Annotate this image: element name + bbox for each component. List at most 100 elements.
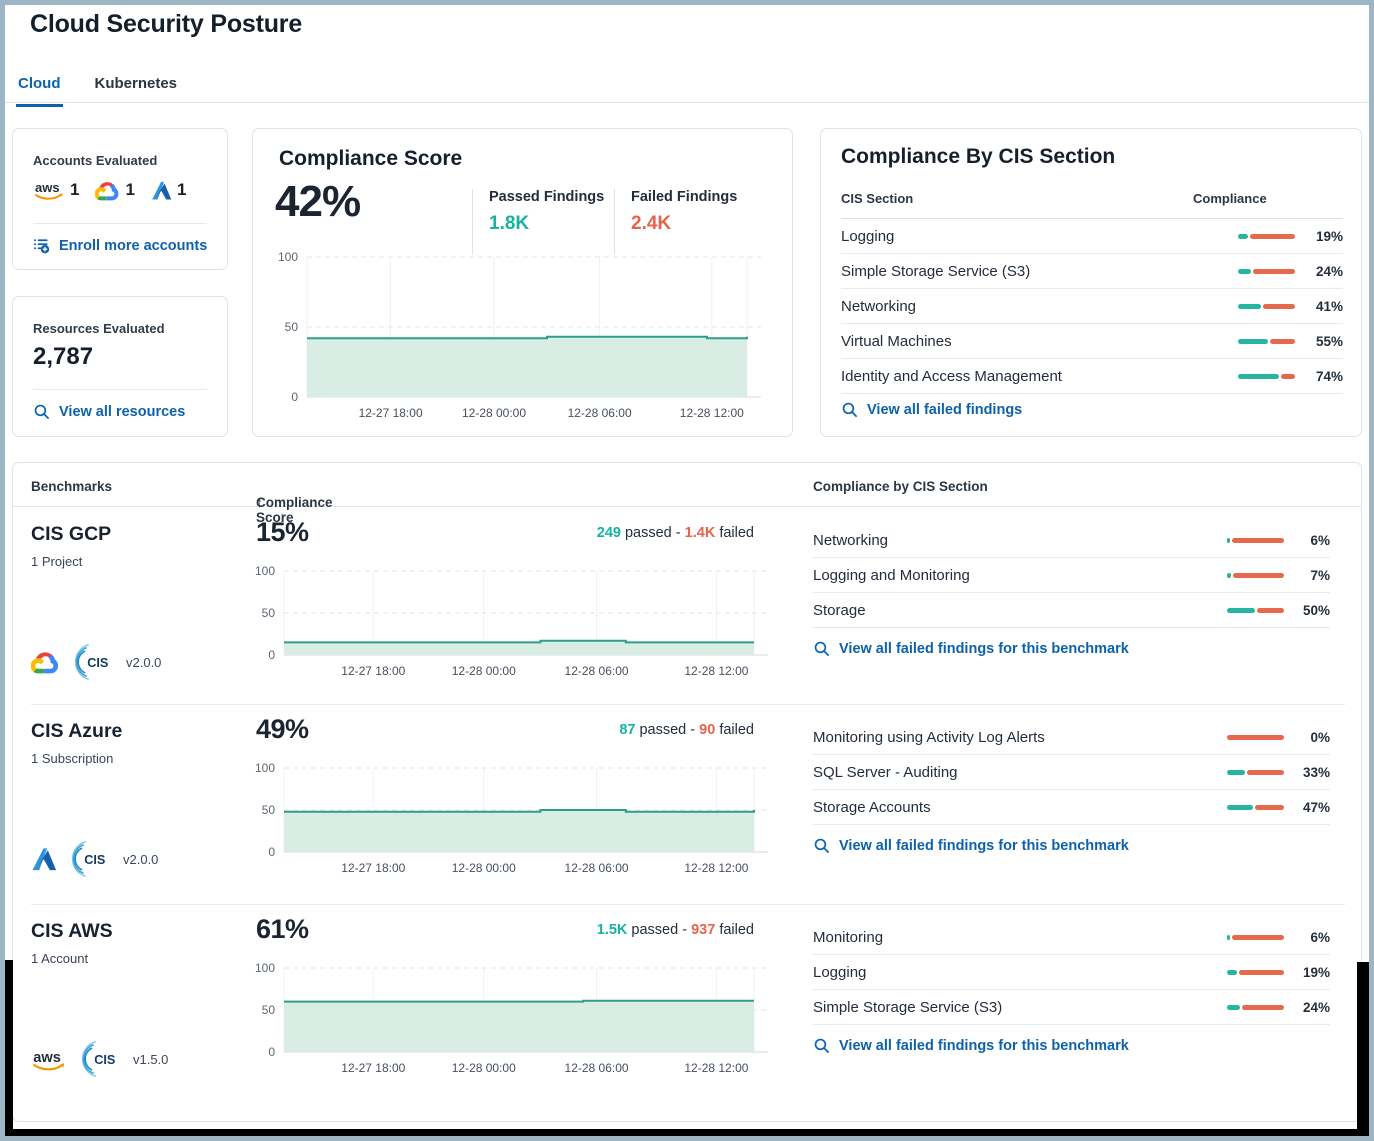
compliance-bar	[1227, 572, 1284, 578]
svg-text:12-28 06:00: 12-28 06:00	[565, 861, 629, 875]
passed-failed-summary: 249 passed - 1.4K failed	[596, 525, 754, 541]
cis-section-row: Storage 50%	[813, 593, 1330, 628]
cis-aws-chart: 0 50 100 12-27 18:00 12-28 00:00 12-28 06:00 1…	[228, 960, 768, 1089]
aws-icon: aws	[35, 180, 63, 200]
accounts-evaluated-card: Accounts Evaluated aws 1 1 1	[12, 128, 228, 270]
tab-bar-divider	[0, 102, 1374, 103]
svg-text:0: 0	[268, 648, 275, 662]
cis-logo: CIS	[74, 644, 108, 680]
svg-text:12-28 12:00: 12-28 12:00	[680, 406, 744, 420]
svg-text:12-28 06:00: 12-28 06:00	[568, 406, 632, 420]
svg-text:12-28 00:00: 12-28 00:00	[452, 861, 516, 875]
view-failed-findings-benchmark-link[interactable]: View all failed findings for this benchm…	[813, 1037, 1330, 1054]
svg-text:12-27 18:00: 12-27 18:00	[341, 664, 405, 678]
row-divider	[31, 704, 1345, 705]
compliance-bar	[1227, 537, 1284, 543]
compliance-bar	[1238, 233, 1295, 239]
passed-failed-summary: 1.5K passed - 937 failed	[596, 922, 754, 938]
resources-evaluated-card: Resources Evaluated 2,787 View all resou…	[12, 296, 228, 437]
benchmark-row-cis-gcp: CIS GCP 1 Project CIS v2.0.0 15% 249 pas…	[13, 507, 1361, 704]
benchmark-score: 15%	[256, 517, 309, 547]
svg-text:12-28 06:00: 12-28 06:00	[565, 1061, 629, 1075]
cis-gcp-chart: 0 50 100 12-27 18:00 12-28 00:00 12-28 06:00 1…	[228, 563, 768, 692]
benchmark-score: 49%	[256, 714, 309, 744]
enroll-accounts-icon	[34, 239, 50, 254]
svg-text:CIS: CIS	[87, 656, 108, 670]
benchmark-version: v2.0.0	[123, 851, 159, 867]
compliance-by-cis-section-card: Compliance By CIS Section CIS Section Co…	[820, 128, 1362, 437]
gcp-icon	[31, 652, 59, 674]
cis-logo: CIS	[81, 1041, 115, 1077]
divider	[33, 223, 207, 224]
cis-section-row: Monitoring 6%	[813, 920, 1330, 955]
cis-section-row: Identity and Access Management 74%	[841, 359, 1343, 394]
benchmark-row-cis-aws: CIS AWS 1 Account aws CIS v1.5.0 61% 1.5…	[13, 904, 1361, 1104]
compliance-bar	[1227, 804, 1284, 810]
benchmark-version: v1.5.0	[133, 1051, 169, 1067]
cis-azure-chart: 0 50 100 12-27 18:00 12-28 00:00 12-28 06:00 1…	[228, 760, 768, 889]
cis-section-row: Logging 19%	[841, 219, 1343, 254]
compliance-bar	[1227, 969, 1284, 975]
passed-findings-stat: Passed Findings 1.8K	[472, 189, 604, 255]
compliance-bar	[1227, 734, 1284, 740]
view-all-failed-findings-link[interactable]: View all failed findings	[841, 401, 1022, 418]
card-title: Accounts Evaluated	[33, 153, 158, 168]
svg-text:0: 0	[291, 390, 298, 404]
svg-text:12-28 00:00: 12-28 00:00	[462, 406, 526, 420]
col-compliance-by-cis-section: Compliance by CIS Section	[813, 479, 988, 494]
cis-section-row: Storage Accounts 47%	[813, 790, 1330, 825]
enroll-more-accounts-link[interactable]: Enroll more accounts	[33, 237, 207, 254]
card-title: Resources Evaluated	[33, 321, 165, 336]
svg-text:0: 0	[268, 845, 275, 859]
col-compliance: Compliance	[1193, 191, 1267, 206]
tab-cloud[interactable]: Cloud	[16, 71, 63, 107]
cis-section-row: Virtual Machines 55%	[841, 324, 1343, 359]
screen-edge-artifact-right	[1357, 962, 1369, 1136]
svg-text:100: 100	[278, 250, 298, 264]
compliance-score-value: 42%	[275, 177, 361, 226]
benchmark-row-cis-azure: CIS Azure 1 Subscription CIS v2.0.0 49% …	[13, 704, 1361, 904]
svg-text:100: 100	[255, 961, 275, 975]
row-divider	[31, 904, 1345, 905]
svg-text:CIS: CIS	[84, 853, 105, 867]
tab-bar: Cloud Kubernetes	[16, 71, 179, 107]
tab-kubernetes[interactable]: Kubernetes	[94, 75, 178, 92]
search-icon	[34, 404, 49, 419]
svg-text:CIS: CIS	[94, 1053, 115, 1067]
search-icon	[814, 641, 829, 656]
compliance-bar	[1238, 338, 1295, 344]
compliance-bar	[1238, 373, 1295, 379]
svg-text:0: 0	[268, 1045, 275, 1059]
benchmarks-table: Benchmarks Compliance Score ↑ Compliance…	[12, 462, 1362, 1122]
view-all-resources-link[interactable]: View all resources	[33, 403, 185, 420]
benchmark-version: v2.0.0	[126, 654, 162, 670]
compliance-bar	[1227, 607, 1284, 613]
cis-table-header: CIS Section Compliance	[841, 191, 1343, 219]
passed-findings-value: 1.8K	[489, 213, 530, 234]
svg-text:12-28 12:00: 12-28 12:00	[684, 861, 748, 875]
svg-text:aws: aws	[33, 1049, 61, 1065]
svg-text:50: 50	[262, 606, 276, 620]
view-failed-findings-benchmark-link[interactable]: View all failed findings for this benchm…	[813, 837, 1330, 854]
svg-text:12-27 18:00: 12-27 18:00	[341, 1061, 405, 1075]
benchmark-score: 61%	[256, 914, 309, 944]
gcp-account-count: 1	[95, 180, 135, 201]
view-failed-findings-benchmark-link[interactable]: View all failed findings for this benchm…	[813, 640, 1330, 657]
compliance-bar	[1227, 934, 1284, 940]
screen-edge-artifact-bottom	[5, 1129, 1369, 1137]
search-icon	[814, 838, 829, 853]
col-cis-section: CIS Section	[841, 191, 914, 206]
screen-edge-artifact-left	[5, 960, 13, 1136]
cis-logo: CIS	[71, 841, 105, 877]
compliance-bar	[1238, 268, 1295, 274]
svg-text:50: 50	[285, 320, 299, 334]
azure-account-count: 1	[151, 180, 186, 201]
svg-text:aws: aws	[35, 180, 60, 195]
gcp-icon	[95, 181, 119, 200]
col-benchmarks: Benchmarks	[31, 479, 113, 494]
compliance-bar	[1227, 769, 1284, 775]
svg-text:12-28 00:00: 12-28 00:00	[452, 664, 516, 678]
svg-text:12-28 12:00: 12-28 12:00	[684, 1061, 748, 1075]
svg-text:12-28 06:00: 12-28 06:00	[565, 664, 629, 678]
failed-findings-value: 2.4K	[631, 213, 672, 234]
